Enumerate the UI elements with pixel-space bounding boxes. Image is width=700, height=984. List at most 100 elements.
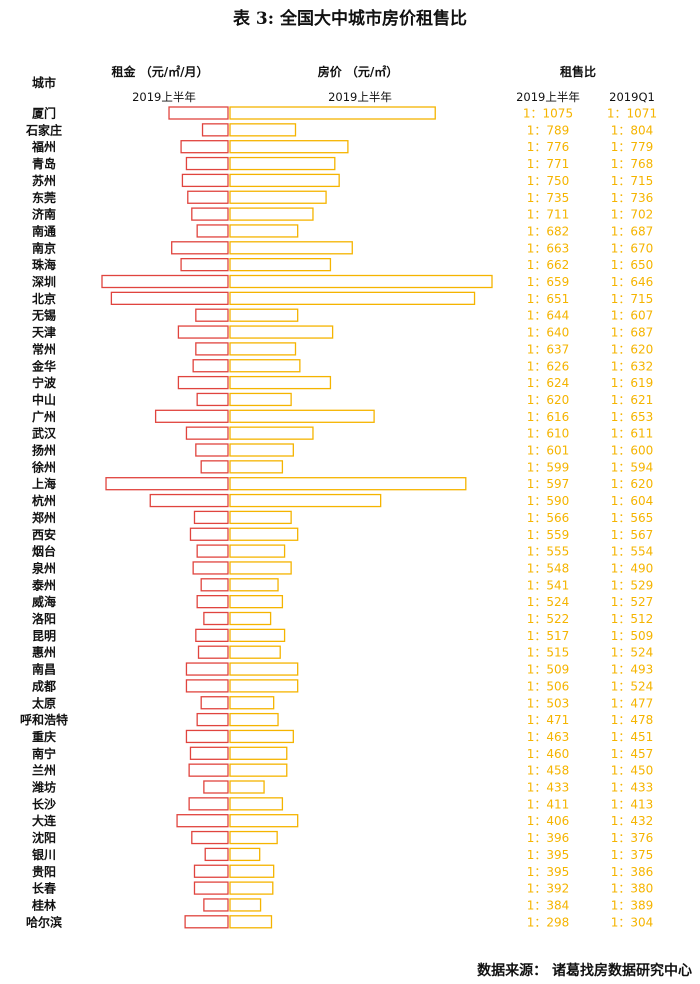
city-label: 哈尔滨 [26, 914, 62, 929]
rent-bar [195, 628, 229, 642]
ratio-2019h1-label: 1：624 [527, 376, 570, 390]
ratio-2019h1-label: 1：750 [527, 174, 570, 188]
price-bar [229, 392, 292, 407]
rent-bar [196, 392, 229, 407]
ratio-2019h1-label: 1：471 [527, 713, 570, 727]
rent-bar [191, 830, 229, 845]
city-label: 泰州 [31, 577, 56, 592]
city-label: 南京 [32, 240, 56, 255]
price-bar [229, 375, 332, 390]
city-label: 洛阳 [32, 611, 56, 626]
ratio-2019h1-label: 1：411 [527, 797, 570, 811]
city-label: 惠州 [32, 645, 56, 660]
price-bar [229, 241, 353, 255]
city-label: 太原 [32, 695, 56, 710]
ratio-2019h1-label: 1：610 [527, 427, 570, 441]
ratio-2019q1-label: 1：607 [611, 309, 654, 323]
price-bar [229, 224, 299, 238]
city-label: 金华 [31, 358, 56, 373]
rent-bar [149, 493, 229, 508]
ratio-2019h1-label: 1：458 [527, 764, 570, 778]
ratio-2019q1-label: 1：524 [611, 646, 654, 660]
rent-bar [180, 140, 229, 154]
ratio-2019q1-label: 1：715 [611, 174, 654, 188]
ratio-2019q1-label: 1：594 [611, 460, 654, 474]
rent-bar [187, 190, 229, 204]
ratio-2019q1-label: 1：804 [611, 123, 654, 137]
ratio-2019h1-label: 1：395 [527, 848, 570, 862]
ratio-2019q1-label: 1：493 [611, 663, 654, 677]
city-column-header: 城市 [32, 75, 56, 90]
rent-bar [191, 207, 229, 221]
ratio-2019q1-label: 1：477 [611, 696, 654, 710]
ratio-period-a-label: 2019上半年 [516, 90, 580, 104]
ratio-2019h1-label: 1：771 [527, 157, 570, 171]
rent-bar [177, 375, 229, 390]
ratio-2019h1-label: 1：644 [527, 309, 570, 323]
rent-bar [185, 426, 229, 440]
ratio-2019h1-label: 1：559 [527, 528, 570, 542]
city-label: 威海 [32, 594, 56, 609]
ratio-2019h1-label: 1：433 [527, 781, 570, 795]
ratio-2019h1-label: 1：517 [527, 629, 570, 643]
ratio-2019h1-label: 1：1075 [523, 107, 573, 121]
city-label: 东莞 [32, 190, 56, 205]
ratio-period-b-label: 2019Q1 [609, 90, 655, 104]
ratio-2019q1-label: 1：779 [611, 140, 654, 154]
ratio-2019h1-label: 1：651 [527, 292, 570, 306]
rent-bar [193, 510, 229, 525]
ratio-2019h1-label: 1：735 [527, 191, 570, 205]
city-label: 银川 [32, 847, 56, 862]
ratio-2019q1-label: 1：451 [611, 730, 654, 744]
ratio-2019q1-label: 1：413 [611, 797, 654, 811]
rent-bar [185, 729, 229, 744]
ratio-2019q1-label: 1：687 [611, 326, 654, 340]
ratio-2019h1-label: 1：620 [527, 393, 570, 407]
city-label: 宁波 [32, 375, 57, 390]
city-label: 烟台 [32, 544, 56, 559]
price-bar [229, 628, 286, 642]
ratio-2019h1-label: 1：555 [527, 545, 570, 559]
ratio-2019h1-label: 1：566 [527, 511, 570, 525]
city-label: 无锡 [31, 308, 56, 323]
rent-bar [200, 578, 229, 592]
rent-bar [196, 544, 229, 558]
city-label: 珠海 [32, 257, 56, 272]
rent-bar [195, 443, 229, 457]
rent-bar [193, 864, 229, 878]
rent-period-label: 2019上半年 [132, 90, 196, 104]
rent-bar [200, 460, 229, 474]
ratio-2019q1-label: 1：433 [611, 781, 654, 795]
rent-bar [195, 308, 229, 322]
price-bar [229, 443, 294, 457]
price-bar [229, 746, 288, 760]
ratio-2019q1-label: 1：565 [611, 511, 654, 525]
ratio-2019h1-label: 1：663 [527, 241, 570, 255]
ratio-2019q1-label: 1：509 [611, 629, 654, 643]
ratio-2019q1-label: 1：687 [611, 224, 654, 238]
ratio-2019q1-label: 1：554 [611, 545, 654, 559]
ratio-2019h1-label: 1：298 [527, 915, 570, 929]
price-bar [229, 578, 279, 592]
city-label: 潍坊 [31, 780, 56, 795]
price-bar [229, 662, 299, 676]
city-label: 广州 [32, 409, 56, 424]
price-bar [229, 527, 299, 541]
rent-bar [110, 291, 229, 306]
rent-bar [196, 595, 229, 609]
rent-bar [188, 763, 229, 777]
price-bar [229, 257, 332, 272]
ratio-2019q1-label: 1：653 [611, 410, 654, 424]
city-label: 天津 [32, 325, 56, 340]
ratio-2019q1-label: 1：432 [611, 814, 654, 828]
ratio-2019h1-label: 1：384 [527, 898, 570, 912]
rent-bar [201, 123, 229, 137]
data-source: 数据来源： 诸葛找房数据研究中心 [477, 962, 692, 979]
price-bar [229, 359, 301, 373]
rent-bar [203, 611, 229, 626]
rent-bar [200, 696, 229, 710]
city-label: 沈阳 [32, 830, 56, 845]
ratio-2019h1-label: 1：509 [527, 663, 570, 677]
rent-bar [180, 257, 229, 272]
price-bar [229, 140, 349, 154]
